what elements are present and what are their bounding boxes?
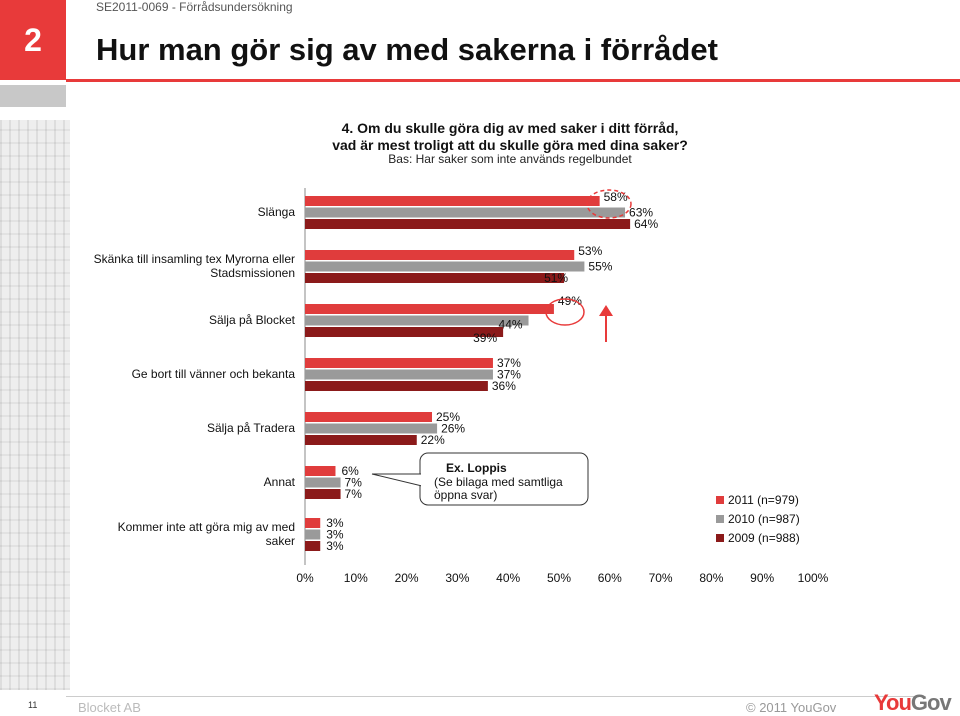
- data-label: 63%: [629, 206, 653, 220]
- bar: [305, 315, 529, 326]
- data-label: 3%: [326, 539, 344, 553]
- category-label: Stadsmissionen: [210, 266, 295, 280]
- bar: [305, 369, 493, 380]
- bar: [305, 412, 432, 422]
- copyright: © 2011 YouGov: [746, 700, 837, 715]
- bar: [305, 435, 417, 445]
- annotation-line-1: (Se bilaga med samtliga: [434, 475, 563, 489]
- x-tick-label: 90%: [750, 571, 774, 585]
- data-label: 22%: [421, 433, 445, 447]
- section-accent-box: [0, 85, 66, 107]
- bar: [305, 529, 321, 540]
- x-tick-label: 50%: [547, 571, 571, 585]
- bar: [305, 304, 554, 314]
- bar: [305, 518, 321, 528]
- x-tick-label: 0%: [296, 571, 314, 585]
- data-label: 44%: [499, 318, 523, 332]
- question-base: Bas: Har saker som inte används regelbun…: [388, 152, 632, 166]
- data-label: 58%: [604, 190, 628, 204]
- data-label: 53%: [578, 244, 602, 258]
- data-label: 51%: [544, 271, 568, 285]
- legend-swatch: [716, 534, 724, 542]
- page-number: 11: [28, 700, 38, 710]
- category-label: Annat: [264, 475, 296, 489]
- x-tick-label: 30%: [445, 571, 469, 585]
- logo-gov: Gov: [910, 690, 952, 715]
- legend-label: 2009 (n=988): [728, 531, 800, 545]
- x-tick-label: 70%: [649, 571, 673, 585]
- x-tick-label: 10%: [344, 571, 368, 585]
- bar: [305, 489, 341, 499]
- data-label: 25%: [436, 410, 460, 424]
- annotation-line-2: öppna svar): [434, 488, 497, 502]
- x-tick-label: 60%: [598, 571, 622, 585]
- slide-title: Hur man gör sig av med sakerna i förråde…: [96, 32, 718, 67]
- bar: [305, 327, 504, 337]
- report-code: SE2011-0069 - Förrådsundersökning: [96, 0, 293, 14]
- highlight-circle: [545, 298, 585, 326]
- yougov-logo: YouGov: [874, 690, 952, 716]
- category-label: Skänka till insamling tex Myrorna eller: [94, 252, 295, 266]
- data-label: 55%: [588, 260, 612, 274]
- logo-you: You: [874, 690, 912, 715]
- data-label: 36%: [492, 379, 516, 393]
- bar: [305, 219, 631, 229]
- bar: [305, 358, 493, 368]
- trend-arrow-head: [599, 305, 613, 316]
- x-tick-label: 40%: [496, 571, 520, 585]
- legend-swatch: [716, 515, 724, 523]
- annotation-title: Ex. Loppis: [446, 461, 507, 475]
- annotation-pointer: [371, 473, 423, 487]
- data-label: 39%: [473, 331, 497, 345]
- data-label: 64%: [634, 217, 658, 231]
- bar: [305, 250, 575, 260]
- legend-swatch: [716, 496, 724, 504]
- bar: [305, 381, 488, 391]
- category-label: Kommer inte att göra mig av med: [118, 520, 295, 534]
- highlight-dashed-circle: [586, 189, 632, 219]
- data-label: 7%: [345, 476, 363, 490]
- category-label: Sälja på Blocket: [209, 313, 296, 327]
- bar: [305, 477, 341, 488]
- crowd-illustration: [0, 120, 70, 690]
- data-label: 7%: [345, 487, 363, 501]
- question-title: 4. Om du skulle göra dig av med saker i …: [300, 120, 720, 154]
- data-label: 3%: [326, 528, 344, 542]
- footer-divider: [66, 696, 926, 697]
- data-label: 3%: [326, 516, 344, 530]
- category-label: Ge bort till vänner och bekanta: [132, 367, 296, 381]
- data-label: 49%: [558, 294, 582, 308]
- question-line-2: vad är mest troligt att du skulle göra m…: [332, 137, 688, 153]
- bar: [305, 207, 626, 218]
- annotation-pointer-mask: [421, 473, 424, 487]
- bar: [305, 541, 321, 551]
- bar: [305, 261, 585, 272]
- bar: [305, 423, 438, 434]
- x-tick-label: 80%: [699, 571, 723, 585]
- bar: [305, 196, 600, 206]
- data-label: 26%: [441, 422, 465, 436]
- category-label: Sälja på Tradera: [207, 421, 295, 435]
- category-label: saker: [266, 534, 295, 548]
- category-label: Slänga: [258, 205, 296, 219]
- legend-label: 2010 (n=987): [728, 512, 800, 526]
- bar: [305, 466, 336, 476]
- bar: [305, 273, 565, 283]
- company-name: Blocket AB: [78, 700, 141, 715]
- header-divider: [66, 79, 960, 82]
- data-label: 6%: [341, 464, 359, 478]
- x-tick-label: 20%: [395, 571, 419, 585]
- question-line-1: 4. Om du skulle göra dig av med saker i …: [341, 120, 679, 136]
- section-number: 2: [0, 0, 66, 80]
- data-label: 37%: [497, 368, 521, 382]
- legend-label: 2011 (n=979): [728, 493, 799, 507]
- x-tick-label: 100%: [798, 571, 829, 585]
- data-label: 37%: [497, 356, 521, 370]
